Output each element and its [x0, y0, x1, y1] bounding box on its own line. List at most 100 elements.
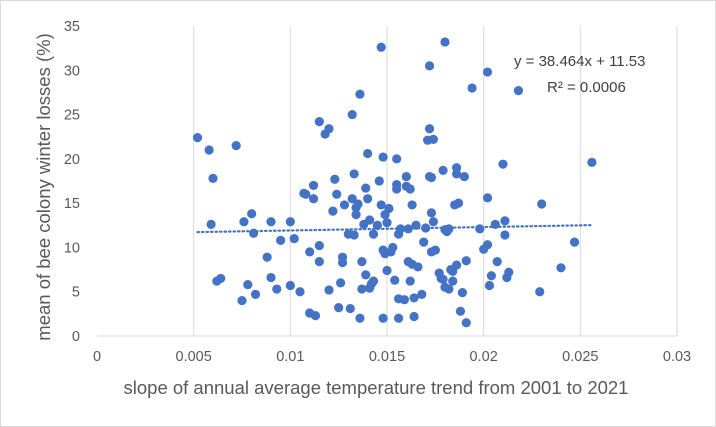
data-point	[394, 313, 404, 323]
y-tick-label: 0	[72, 329, 80, 345]
data-point	[461, 256, 471, 266]
data-point	[461, 318, 471, 328]
data-point	[395, 224, 406, 234]
data-point	[504, 267, 514, 277]
data-point	[492, 257, 502, 267]
data-point	[455, 306, 466, 316]
trendline-equation-label: y = 38.464x + 11.53	[514, 53, 646, 70]
data-point	[482, 193, 493, 203]
data-point	[334, 303, 344, 313]
data-point	[376, 42, 386, 52]
data-point	[484, 280, 495, 291]
data-point	[368, 276, 379, 286]
data-point	[587, 157, 597, 167]
data-point	[266, 272, 276, 283]
y-tick-label: 20	[64, 152, 80, 168]
data-point	[475, 224, 485, 234]
data-point	[374, 176, 384, 186]
data-point	[421, 223, 431, 233]
data-point	[349, 230, 359, 240]
data-point	[357, 284, 367, 294]
trendline-r2-label: R² = 0.0006	[547, 79, 626, 96]
data-point	[407, 200, 417, 210]
data-point	[231, 140, 241, 151]
data-point	[216, 273, 226, 284]
data-point	[250, 289, 261, 299]
data-point	[266, 217, 276, 227]
data-point	[365, 215, 375, 225]
data-point	[301, 189, 311, 199]
data-point	[392, 154, 402, 164]
data-point	[355, 313, 365, 323]
data-point	[308, 194, 319, 204]
data-point	[428, 134, 438, 144]
data-point	[486, 271, 496, 281]
data-point	[401, 171, 411, 182]
data-point	[295, 287, 305, 297]
data-point	[448, 276, 458, 286]
data-point	[444, 284, 454, 294]
data-point	[314, 117, 324, 127]
data-point	[482, 67, 493, 77]
data-point	[353, 199, 363, 209]
data-point	[332, 189, 342, 199]
data-point	[498, 159, 508, 169]
data-point	[347, 109, 357, 120]
data-point	[324, 285, 334, 295]
data-point	[440, 37, 450, 47]
data-point	[388, 242, 398, 253]
data-point	[405, 276, 415, 286]
data-point	[378, 313, 388, 323]
x-tick-label: 0.03	[663, 349, 691, 365]
data-point	[500, 216, 510, 226]
data-point	[459, 171, 469, 182]
y-tick-label: 30	[64, 63, 80, 79]
data-point	[411, 220, 421, 230]
y-tick-label: 25	[64, 108, 80, 124]
data-point	[424, 61, 435, 71]
x-axis-title: slope of annual average temperature tren…	[124, 377, 629, 398]
data-point	[314, 241, 324, 251]
data-point	[376, 200, 386, 210]
data-point	[357, 257, 367, 267]
data-point	[289, 233, 299, 244]
data-point	[490, 219, 500, 229]
data-point	[351, 210, 361, 220]
data-point	[339, 200, 350, 210]
data-point	[417, 289, 427, 299]
trendline-path	[196, 224, 594, 234]
data-point	[419, 237, 429, 247]
data-point	[308, 180, 319, 191]
data-point	[535, 287, 545, 297]
data-point	[384, 203, 394, 214]
data-point	[399, 295, 409, 305]
data-point	[276, 235, 286, 245]
data-point	[363, 194, 373, 204]
trendline	[196, 224, 594, 234]
data-point	[430, 245, 440, 255]
data-point	[363, 148, 373, 159]
data-point	[204, 145, 214, 155]
data-point	[372, 220, 382, 230]
data-point	[208, 173, 218, 183]
data-point	[390, 275, 400, 285]
data-point	[243, 280, 253, 290]
data-point	[378, 152, 388, 162]
data-point	[426, 208, 437, 218]
data-point	[330, 174, 340, 184]
x-tick-label: 0.01	[276, 349, 304, 365]
data-point	[361, 183, 371, 193]
data-point	[457, 288, 467, 298]
data-point	[405, 184, 415, 194]
data-point	[368, 229, 379, 239]
data-point	[247, 209, 257, 219]
data-point	[403, 224, 413, 234]
data-point	[467, 83, 477, 93]
data-point	[382, 265, 392, 276]
data-point	[556, 263, 566, 273]
y-tick-label: 5	[72, 285, 80, 301]
data-point	[382, 218, 392, 228]
data-point	[345, 303, 355, 314]
x-tick-label: 0.005	[176, 349, 212, 365]
